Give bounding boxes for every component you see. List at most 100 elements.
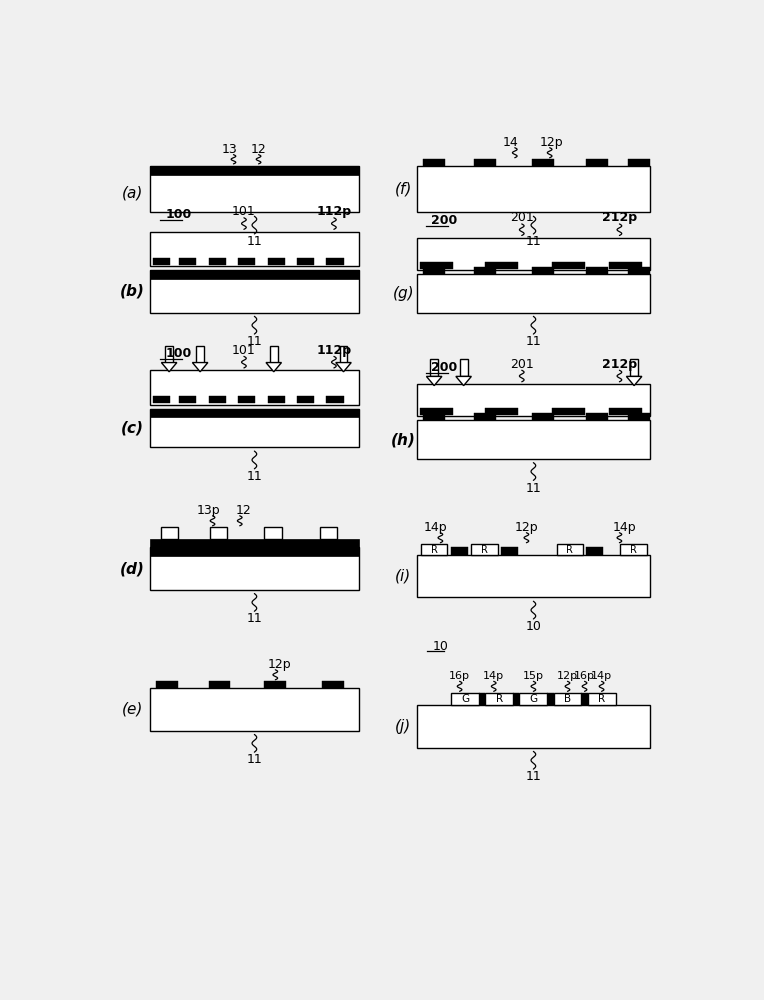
Text: 13: 13 (222, 143, 237, 156)
Bar (610, 408, 642, 415)
Bar (460, 359, 468, 376)
Bar (161, 527, 179, 539)
Bar (209, 681, 231, 688)
Bar (420, 408, 453, 415)
Bar (520, 693, 547, 705)
Bar (297, 396, 314, 403)
Bar (586, 267, 608, 274)
Bar (421, 544, 448, 555)
Text: R: R (496, 694, 503, 704)
Text: G: G (461, 694, 469, 704)
Bar (150, 409, 359, 417)
Text: 11: 11 (526, 770, 541, 783)
Text: (c): (c) (121, 420, 144, 436)
Bar (552, 408, 584, 415)
Text: R: R (630, 545, 636, 555)
Text: (d): (d) (120, 561, 145, 576)
Text: 12p: 12p (267, 658, 291, 671)
Bar (620, 544, 646, 555)
Bar (471, 544, 497, 555)
Bar (267, 396, 285, 403)
Text: (b): (b) (120, 284, 145, 299)
Text: 112p: 112p (316, 205, 351, 218)
Bar (423, 267, 445, 274)
Bar (586, 159, 608, 166)
Text: 201: 201 (510, 358, 533, 371)
Bar (417, 238, 649, 270)
Bar (588, 693, 616, 705)
Text: 16p: 16p (574, 671, 595, 681)
Bar (423, 413, 445, 420)
Text: 200: 200 (431, 214, 458, 227)
Bar (153, 258, 170, 265)
Bar (479, 693, 485, 705)
Bar (430, 359, 438, 376)
Bar (513, 693, 520, 705)
Text: 101: 101 (232, 344, 256, 357)
Bar (557, 544, 583, 555)
Text: 11: 11 (526, 235, 541, 248)
Text: 12p: 12p (557, 671, 578, 681)
Bar (150, 166, 359, 212)
Bar (628, 413, 649, 420)
Bar (532, 159, 554, 166)
Bar (320, 527, 337, 539)
Text: 11: 11 (247, 335, 262, 348)
Bar (532, 413, 554, 420)
Bar (238, 396, 255, 403)
Text: 11: 11 (247, 612, 262, 625)
Bar (485, 693, 513, 705)
Bar (485, 408, 518, 415)
Bar (630, 359, 638, 376)
Bar (628, 267, 649, 274)
Bar (150, 270, 359, 279)
Bar (326, 258, 344, 265)
Bar (417, 274, 649, 312)
Text: 12: 12 (251, 143, 267, 156)
Bar (264, 681, 286, 688)
Bar (485, 262, 518, 269)
Bar (270, 346, 277, 363)
Text: R: R (431, 545, 438, 555)
Text: 11: 11 (247, 235, 262, 248)
Text: 11: 11 (526, 482, 541, 495)
Bar (209, 258, 225, 265)
Text: 101: 101 (232, 205, 256, 218)
Bar (581, 693, 588, 705)
Bar (153, 396, 170, 403)
Bar (452, 547, 468, 555)
Bar (150, 270, 359, 312)
Text: 200: 200 (431, 361, 458, 374)
Text: 112p: 112p (316, 344, 351, 357)
Bar (417, 705, 649, 748)
Polygon shape (335, 363, 351, 372)
Polygon shape (193, 363, 208, 372)
Bar (209, 396, 225, 403)
Bar (628, 159, 649, 166)
Text: 14p: 14p (612, 521, 636, 534)
Bar (423, 159, 445, 166)
Bar (267, 258, 285, 265)
Bar (264, 527, 281, 539)
Text: 12p: 12p (515, 521, 538, 534)
Bar (474, 413, 496, 420)
Bar (322, 681, 344, 688)
Bar (417, 420, 649, 459)
Bar (420, 262, 453, 269)
Bar (238, 258, 255, 265)
Bar (150, 539, 359, 547)
Bar (150, 547, 359, 590)
Bar (150, 166, 359, 175)
Text: 212p: 212p (602, 358, 637, 371)
Text: 10: 10 (526, 620, 542, 633)
Bar (474, 267, 496, 274)
Bar (532, 267, 554, 274)
Text: 14p: 14p (424, 521, 448, 534)
Text: (g): (g) (393, 286, 414, 301)
Bar (326, 396, 344, 403)
Bar (156, 681, 178, 688)
Text: 10: 10 (432, 640, 448, 653)
Bar (554, 693, 581, 705)
Bar (417, 384, 649, 416)
Bar (586, 547, 603, 555)
